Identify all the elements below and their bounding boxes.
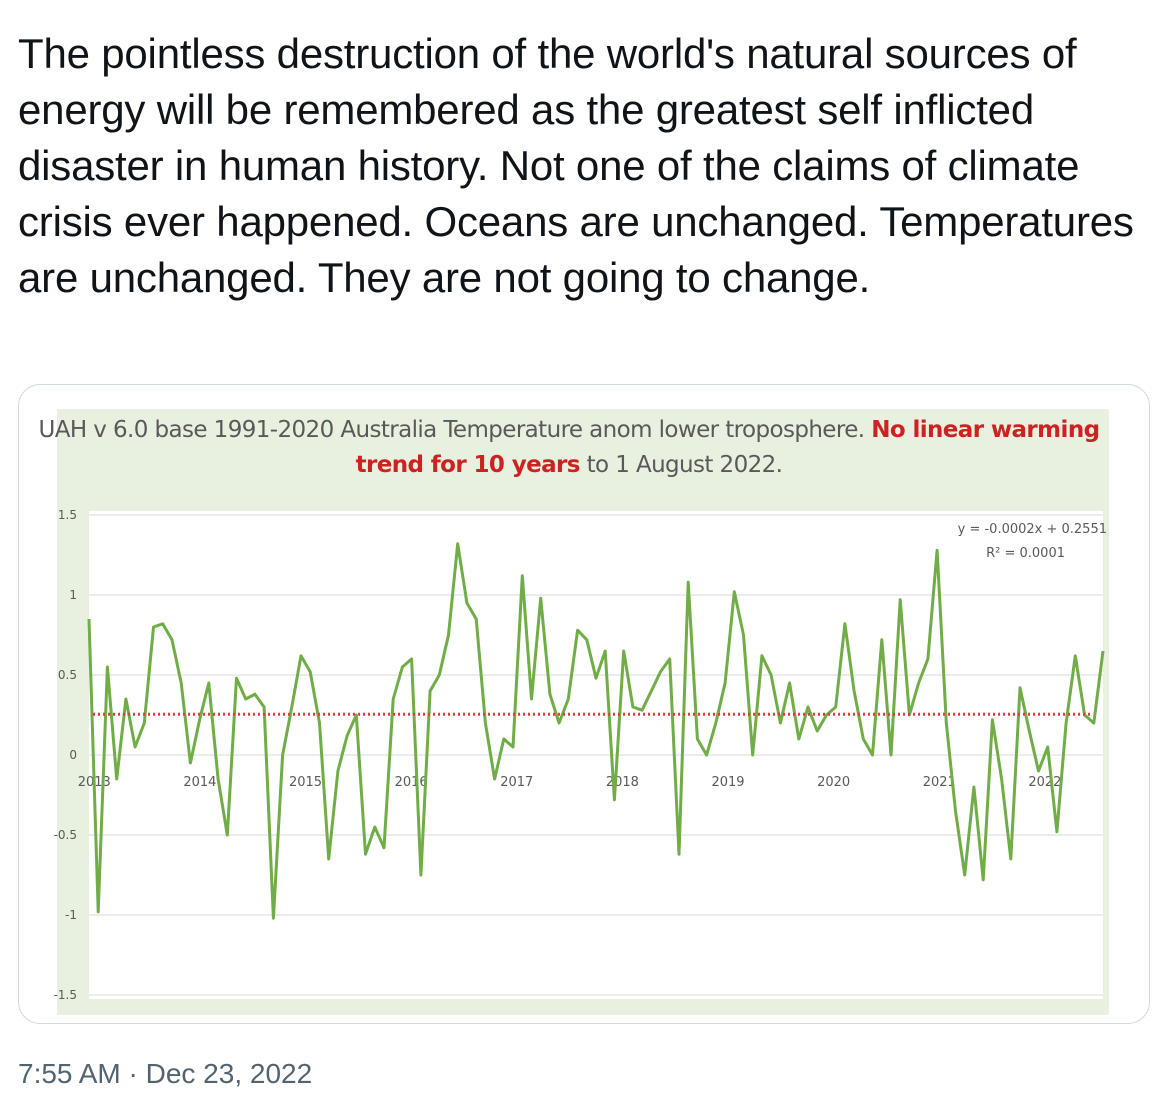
tweet-text: The pointless destruction of the world's… [18,30,1134,301]
x-tick-label: 2021 [923,775,956,790]
tweet-timestamp[interactable]: 7:55 AM · Dec 23, 2022 [18,1058,313,1089]
x-tick-label: 2020 [817,775,850,790]
chart-title: UAH v 6.0 base 1991-2020 Australia Tempe… [19,413,1119,483]
y-tick-label: 0 [69,748,77,762]
tweet-media-card[interactable]: UAH v 6.0 base 1991-2020 Australia Tempe… [18,384,1150,1024]
x-tick-label: 2014 [183,775,216,790]
x-tick-label: 2019 [711,775,744,790]
y-tick-label: -0.5 [54,828,77,842]
y-tick-label: 1 [69,588,77,602]
y-tick-label: -1.5 [54,988,77,1002]
chart-title-part1: UAH v 6.0 base 1991-2020 Australia Tempe… [38,417,872,443]
trend-equation: y = -0.0002x + 0.2551 [958,522,1107,537]
trend-r-squared: R² = 0.0001 [986,546,1065,561]
x-tick-label: 2017 [500,775,533,790]
x-tick-label: 2016 [395,775,428,790]
y-tick-label: 1.5 [58,508,77,522]
temperature-anomaly-line [87,542,1105,920]
x-tick-label: 2018 [606,775,639,790]
x-tick-label: 2022 [1028,775,1061,790]
chart-title-highlight: No linear warming trend for 10 years [355,417,1100,478]
chart-title-part2: to 1 August 2022. [579,452,783,478]
y-tick-label: -1 [65,908,77,922]
x-tick-label: 2015 [289,775,322,790]
y-tick-label: 0.5 [58,668,77,682]
